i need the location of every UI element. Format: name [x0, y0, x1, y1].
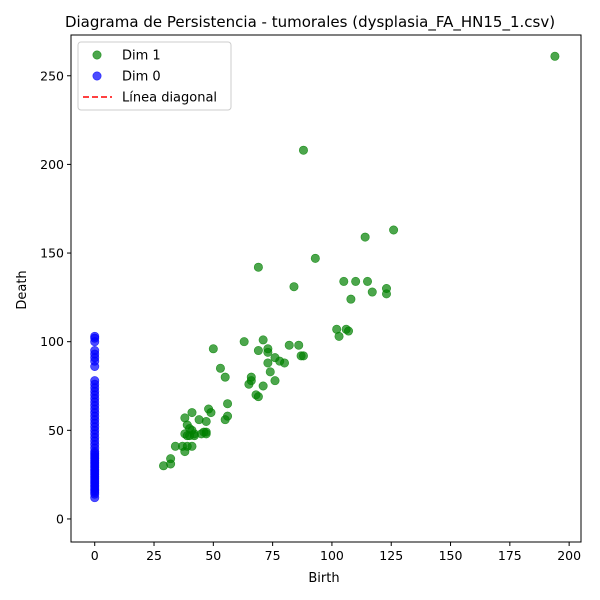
series-0-point-66 — [187, 441, 197, 451]
legend: Dim 1 Dim 0 Línea diagonal — [77, 41, 232, 111]
series-0-point-24 — [284, 340, 294, 350]
series-0-point-46 — [187, 408, 197, 418]
series-0-point-49 — [201, 416, 211, 426]
legend-label-0: Dim 1 — [122, 49, 161, 64]
series-0-point-42 — [223, 399, 233, 409]
x-tick-label: 50 — [205, 548, 221, 563]
series-0-point-6 — [289, 282, 299, 292]
series-0-point-5 — [310, 253, 320, 263]
y-axis-label: Death — [15, 270, 30, 309]
plot-area — [90, 51, 560, 503]
series-0-point-4 — [253, 262, 263, 272]
series-0-point-12 — [381, 289, 391, 299]
series-0-point-33 — [265, 367, 275, 377]
series-0-point-3 — [360, 232, 370, 242]
series-0-point-31 — [263, 358, 273, 368]
legend-marker-1 — [92, 71, 102, 81]
series-0-point-30 — [279, 358, 289, 368]
series-0-point-1 — [298, 145, 308, 155]
y-tick-label: 200 — [40, 157, 64, 172]
series-0-point-38 — [244, 379, 254, 389]
series-1-point-2 — [90, 337, 100, 347]
series-0-point-44 — [206, 408, 216, 418]
series-0-point-39 — [258, 381, 268, 391]
x-tick-label: 25 — [146, 548, 162, 563]
series-0-point-62 — [189, 431, 199, 441]
series-0-point-37 — [270, 376, 280, 386]
series-0-point-59 — [201, 429, 211, 439]
series-0-point-64 — [170, 441, 180, 451]
y-tick-label: 100 — [40, 334, 64, 349]
series-0-point-21 — [253, 346, 263, 356]
x-axis: 0 25 50 75 100 125 150 175 200 — [91, 542, 581, 563]
series-0-point-27 — [298, 351, 308, 361]
x-tick-label: 125 — [379, 548, 403, 563]
series-0-point-7 — [339, 276, 349, 286]
y-tick-label: 50 — [48, 423, 64, 438]
series-0-point-67 — [180, 447, 190, 457]
series-0-point-0 — [550, 51, 560, 61]
y-tick-label: 0 — [56, 511, 64, 526]
x-tick-label: 200 — [557, 548, 581, 563]
x-axis-label: Birth — [308, 571, 339, 586]
y-axis: 0 50 100 150 200 250 — [40, 68, 71, 526]
series-0-point-17 — [334, 331, 344, 341]
series-0-point-2 — [389, 225, 399, 235]
series-0-point-19 — [258, 335, 268, 345]
series-0-point-41 — [253, 392, 263, 402]
chart-title: Diagrama de Persistencia - tumorales (dy… — [65, 13, 555, 32]
axes-frame — [70, 34, 582, 543]
series-0-point-25 — [294, 340, 304, 350]
series-0-point-18 — [239, 337, 249, 347]
series-0-point-20 — [208, 344, 218, 354]
y-tick-label: 150 — [40, 246, 64, 261]
series-0-point-23 — [263, 347, 273, 357]
x-tick-label: 75 — [265, 548, 281, 563]
series-0-point-11 — [367, 287, 377, 297]
x-tick-label: 150 — [439, 548, 463, 563]
legend-marker-0 — [92, 50, 102, 60]
legend-box — [77, 41, 232, 111]
legend-label-1: Dim 0 — [122, 70, 161, 85]
series-1-point-7 — [90, 361, 100, 371]
x-tick-label: 175 — [498, 548, 522, 563]
series-0-point-16 — [344, 326, 354, 336]
series-0-point-9 — [363, 276, 373, 286]
series-0-point-34 — [220, 372, 230, 382]
series-0-point-70 — [159, 461, 169, 471]
x-tick-label: 0 — [91, 548, 99, 563]
series-0-point-32 — [215, 363, 225, 373]
series-0-point-8 — [351, 276, 361, 286]
x-tick-label: 100 — [320, 548, 344, 563]
series-0-point-50 — [220, 415, 230, 425]
series-0-point-13 — [346, 294, 356, 304]
legend-label-2: Línea diagonal — [122, 91, 217, 106]
series-1-point-53 — [90, 493, 100, 503]
y-tick-label: 250 — [40, 68, 64, 83]
